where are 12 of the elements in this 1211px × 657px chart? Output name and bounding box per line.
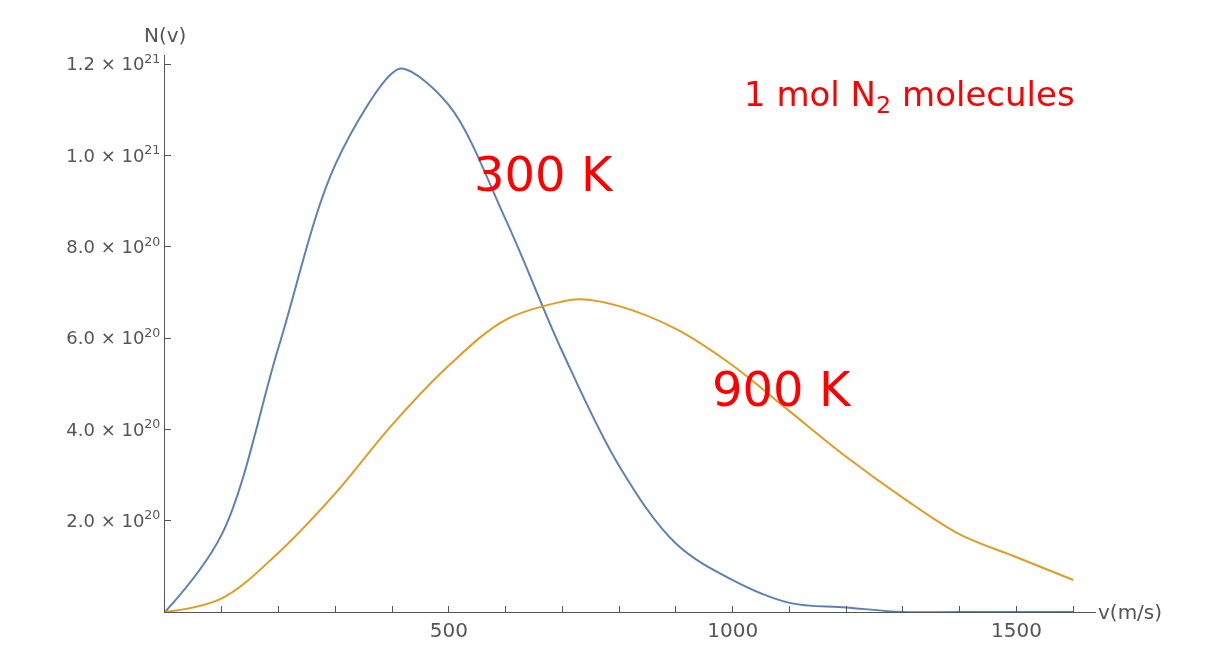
y-tick-label: 1.2 × 10$^{21}$	[66, 50, 161, 75]
x-tick-label: 1500	[991, 618, 1042, 642]
y-tick-label: 6.0 × 10$^{20}$	[66, 324, 161, 349]
x-tick-label: 1000	[707, 618, 759, 642]
y-tick-label: 8.0 × 10$^{20}$	[66, 233, 161, 258]
x-axis-title: v(m/s)	[1098, 600, 1163, 624]
y-tick-label: 1.0 × 10$^{21}$	[66, 142, 161, 166]
x-tick-label: 500	[429, 618, 468, 642]
y-tick-label: 4.0 × 10$^{20}$	[66, 416, 161, 440]
annotation: 1 mol N$_{2}$ molecules	[744, 74, 1075, 120]
y-axis-title: N(v)	[144, 23, 187, 47]
y-tick-label: 2.0 × 10$^{20}$	[66, 507, 161, 531]
